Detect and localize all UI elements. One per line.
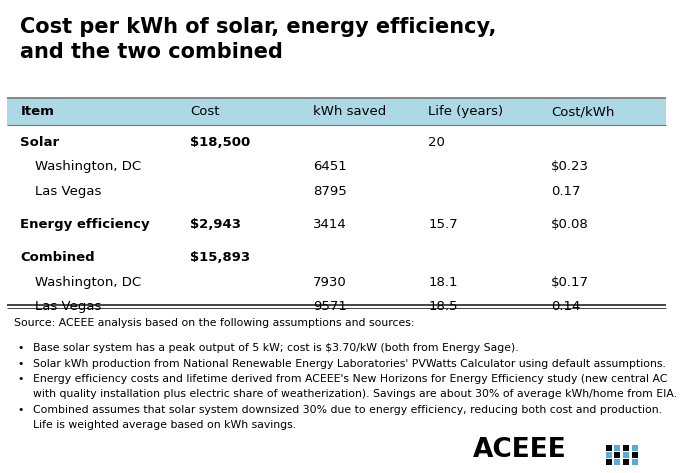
Text: Life is weighted average based on kWh savings.: Life is weighted average based on kWh sa…: [33, 420, 296, 430]
Text: $0.17: $0.17: [551, 276, 589, 289]
Text: •: •: [17, 374, 23, 384]
Text: •: •: [17, 343, 23, 353]
Text: Las Vegas: Las Vegas: [35, 300, 102, 313]
Text: $18,500: $18,500: [190, 136, 251, 149]
Text: Life (years): Life (years): [428, 105, 503, 118]
Text: Cost/kWh: Cost/kWh: [551, 105, 614, 118]
Text: $0.23: $0.23: [551, 160, 589, 173]
Text: 6451: 6451: [313, 160, 347, 173]
Text: Base solar system has a peak output of 5 kW; cost is $3.70/kW (both from Energy : Base solar system has a peak output of 5…: [33, 343, 518, 353]
Text: •: •: [17, 405, 23, 415]
Text: Source: ACEEE analysis based on the following assumptions and sources:: Source: ACEEE analysis based on the foll…: [14, 318, 414, 328]
Text: Las Vegas: Las Vegas: [35, 185, 102, 198]
Text: 7930: 7930: [313, 276, 347, 289]
Text: Energy efficiency costs and lifetime derived from ACEEE's New Horizons for Energ: Energy efficiency costs and lifetime der…: [33, 374, 667, 384]
Text: Washington, DC: Washington, DC: [35, 160, 141, 173]
Text: Combined assumes that solar system downsized 30% due to energy efficiency, reduc: Combined assumes that solar system downs…: [33, 405, 662, 415]
Text: ACEEE: ACEEE: [473, 437, 566, 463]
Text: 20: 20: [428, 136, 445, 149]
Text: 18.1: 18.1: [428, 276, 458, 289]
Text: with quality installation plus electric share of weatherization). Savings are ab: with quality installation plus electric …: [33, 389, 677, 399]
Text: Combined: Combined: [20, 251, 95, 264]
Text: $2,943: $2,943: [190, 218, 241, 231]
Text: Energy efficiency: Energy efficiency: [20, 218, 150, 231]
Text: Solar kWh production from National Renewable Energy Laboratories' PVWatts Calcul: Solar kWh production from National Renew…: [33, 359, 666, 368]
Text: Cost: Cost: [190, 105, 220, 118]
Text: Washington, DC: Washington, DC: [35, 276, 141, 289]
Text: kWh saved: kWh saved: [313, 105, 386, 118]
Text: 18.5: 18.5: [428, 300, 458, 313]
Text: •: •: [17, 359, 23, 368]
Text: Solar: Solar: [20, 136, 60, 149]
Text: 3414: 3414: [313, 218, 347, 231]
Text: Item: Item: [20, 105, 54, 118]
Text: $0.08: $0.08: [551, 218, 589, 231]
Text: 8795: 8795: [313, 185, 347, 198]
Text: $15,893: $15,893: [190, 251, 250, 264]
Text: Cost per kWh of solar, energy efficiency,
and the two combined: Cost per kWh of solar, energy efficiency…: [20, 17, 497, 62]
Text: 9571: 9571: [313, 300, 347, 313]
Text: 15.7: 15.7: [428, 218, 458, 231]
Text: 0.17: 0.17: [551, 185, 580, 198]
Bar: [7, 98, 666, 125]
Text: 0.14: 0.14: [551, 300, 580, 313]
